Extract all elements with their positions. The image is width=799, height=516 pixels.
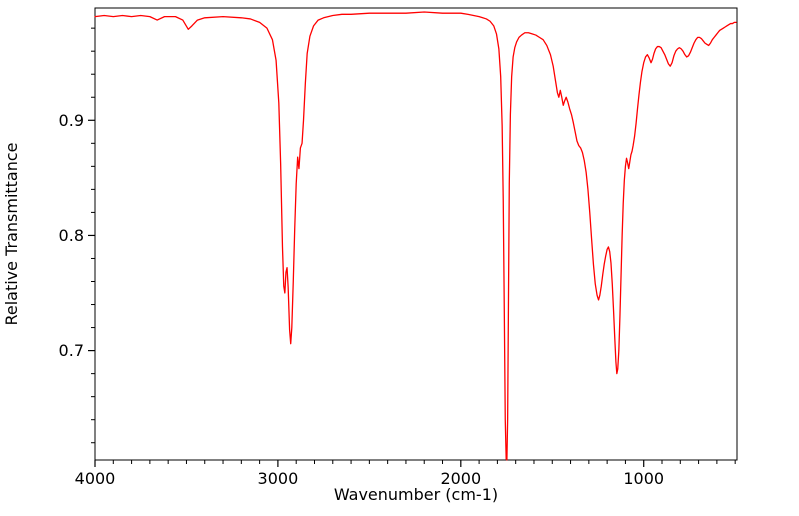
x-axis-label: Wavenumber (cm-1) — [334, 485, 498, 504]
x-tick-label: 3000 — [258, 469, 299, 488]
y-tick-label: 0.7 — [59, 341, 84, 360]
x-tick-label: 2000 — [440, 469, 481, 488]
x-tick-label: 1000 — [623, 469, 664, 488]
y-axis-label: Relative Transmittance — [2, 142, 21, 325]
x-tick-label: 4000 — [75, 469, 116, 488]
y-tick-label: 0.8 — [59, 226, 84, 245]
spectrum-line — [94, 11, 737, 461]
y-tick-label: 0.9 — [59, 111, 84, 130]
plot-frame — [94, 7, 738, 461]
chart-plot-area: 4000 3000 2000 1000 0.7 0.8 0.9 — [59, 7, 738, 488]
